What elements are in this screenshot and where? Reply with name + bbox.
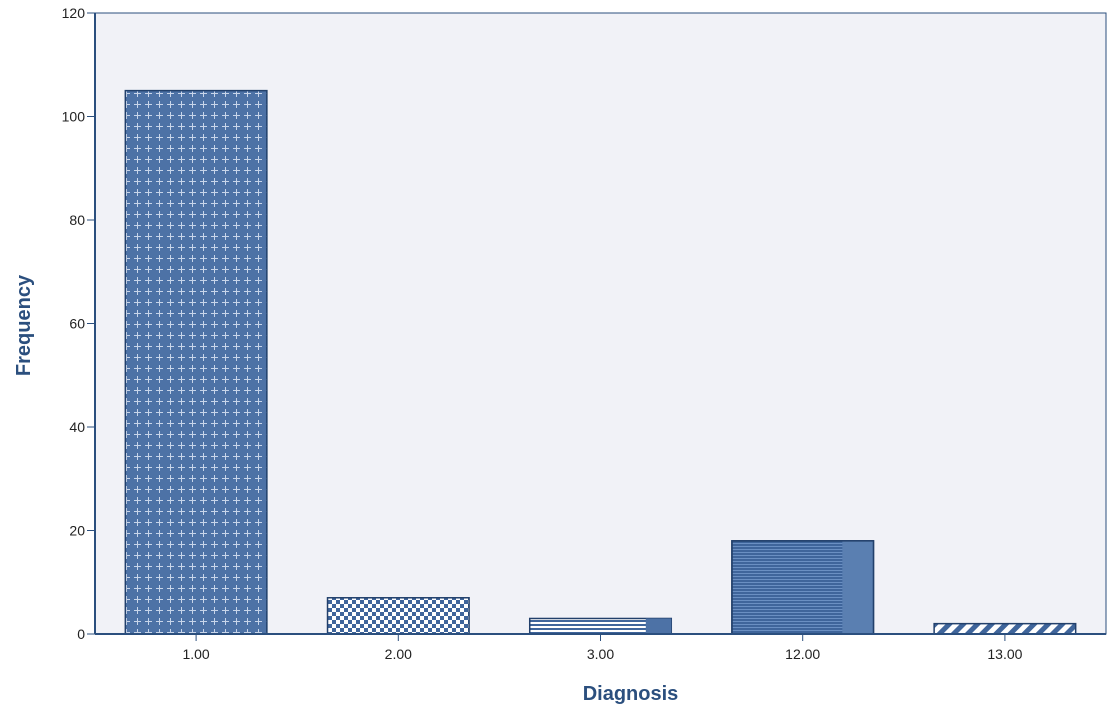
y-tick-label: 60 xyxy=(69,316,85,332)
bar-2.00 xyxy=(326,597,470,635)
y-tick-label: 120 xyxy=(62,5,86,21)
bar-13.00 xyxy=(933,622,1077,635)
x-tick-label: 12.00 xyxy=(785,646,820,662)
bar-1.00 xyxy=(124,89,268,635)
bar-3.00-side xyxy=(645,618,672,634)
y-axis-ticks: 0 20 40 60 80 100 120 xyxy=(62,5,95,642)
x-tick-label: 1.00 xyxy=(182,646,209,662)
x-axis-ticks: 1.00 2.00 3.00 12.00 13.00 xyxy=(182,634,1023,662)
x-tick-label: 2.00 xyxy=(385,646,412,662)
y-tick-label: 80 xyxy=(69,212,85,228)
bars-group xyxy=(124,89,1077,635)
x-tick-label: 3.00 xyxy=(587,646,614,662)
y-tick-label: 0 xyxy=(77,626,85,642)
x-tick-label: 13.00 xyxy=(987,646,1022,662)
bar-12.00-side xyxy=(842,540,874,634)
y-tick-label: 100 xyxy=(62,109,86,125)
y-tick-label: 40 xyxy=(69,419,85,435)
y-axis-title: Frequency xyxy=(13,274,35,376)
y-tick-label: 20 xyxy=(69,523,85,539)
x-axis-title: Diagnosis xyxy=(583,683,679,704)
